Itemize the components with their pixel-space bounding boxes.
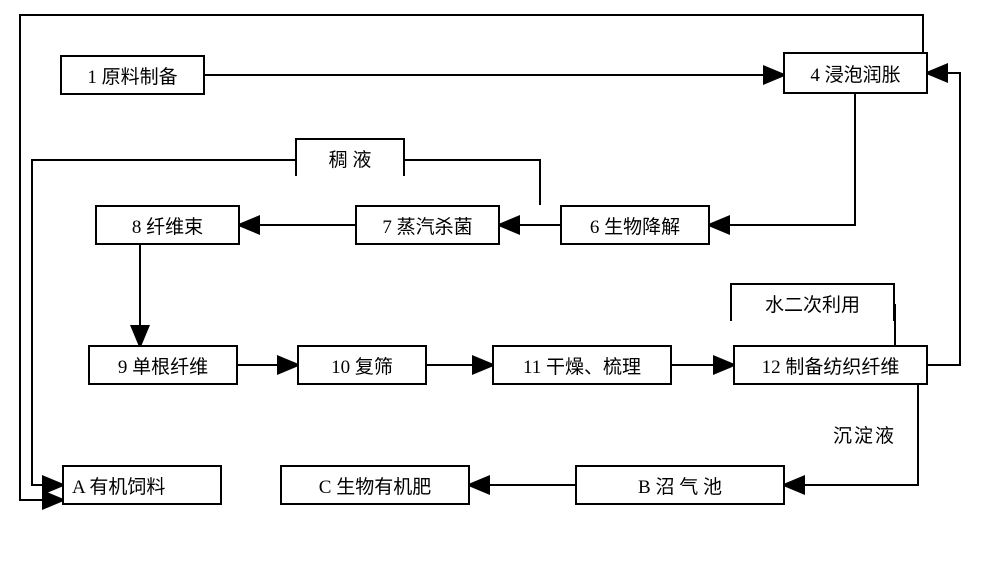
label-sediment: 沉淀液 xyxy=(833,421,896,448)
node-7-steam-ster: 7 蒸汽杀菌 xyxy=(355,205,500,245)
label-thick-liquid: 稠 液 xyxy=(295,138,405,176)
node-10-resieve: 10 复筛 xyxy=(297,345,427,385)
node-4-soak-swell: 4 浸泡润胀 xyxy=(783,52,928,94)
node-a-feed: A 有机饲料 xyxy=(62,465,222,505)
node-9-single-fiber: 9 单根纤维 xyxy=(88,345,238,385)
node-11-dry-card: 11 干燥、梳理 xyxy=(492,345,672,385)
node-8-fiber-bundle: 8 纤维束 xyxy=(95,205,240,245)
label-water-reuse: 水二次利用 xyxy=(730,283,895,321)
node-b-biogas: B 沼 气 池 xyxy=(575,465,785,505)
node-12-textile: 12 制备纺织纤维 xyxy=(733,345,928,385)
node-6-biodegrade: 6 生物降解 xyxy=(560,205,710,245)
node-c-biofert: C 生物有机肥 xyxy=(280,465,470,505)
node-1-raw-prep: 1 原料制备 xyxy=(60,55,205,95)
